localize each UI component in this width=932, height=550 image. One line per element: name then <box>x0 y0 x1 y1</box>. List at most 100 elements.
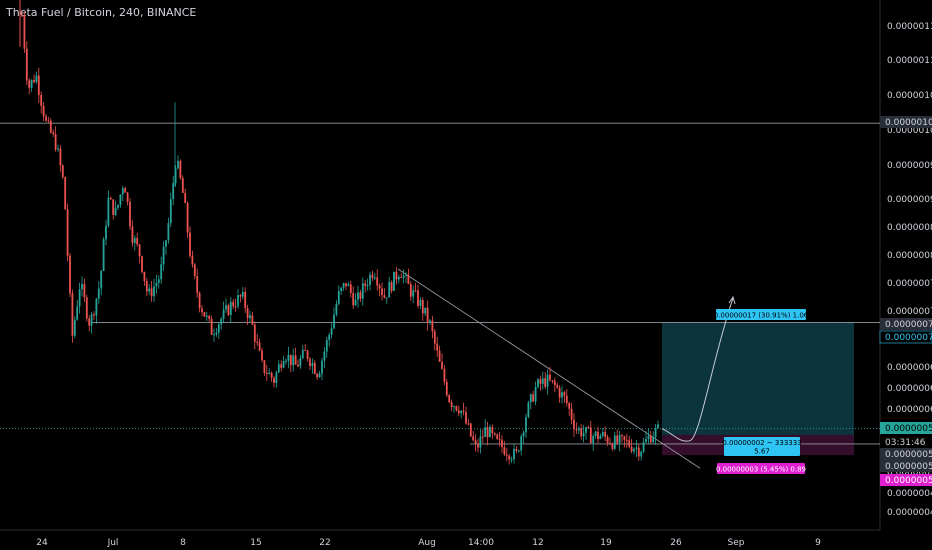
candle-body <box>455 406 458 411</box>
price-badge-label: 0.00000072 <box>885 320 932 330</box>
candle-body <box>549 374 551 381</box>
candle-body <box>467 423 470 425</box>
candle-body <box>119 194 122 205</box>
candle-body <box>515 448 518 451</box>
candle-body <box>517 450 520 452</box>
candle-body <box>179 160 182 179</box>
candle-body <box>441 361 443 369</box>
candle-body <box>205 315 208 317</box>
candle-body <box>306 350 309 359</box>
candle-body <box>537 379 539 387</box>
price-badge <box>880 460 932 472</box>
x-tick-label: 15 <box>250 538 261 548</box>
candle-body <box>198 292 201 309</box>
candle-body <box>270 372 273 378</box>
candle-body <box>117 204 119 208</box>
candle-body <box>395 271 398 280</box>
candle-body <box>189 232 191 256</box>
candle-body <box>165 240 167 247</box>
candle-body <box>522 432 525 437</box>
entry-label-box <box>724 437 800 456</box>
candle-body <box>304 349 307 351</box>
candle-body <box>138 244 141 257</box>
candle-body <box>100 270 103 289</box>
stop-label: 0.00000003 (5.45%) 0.89 <box>716 466 806 474</box>
y-tick-label: 0.00000045 <box>887 508 932 518</box>
candle-body <box>220 318 223 325</box>
candle-body <box>201 308 203 313</box>
candle-body <box>501 439 503 448</box>
candle-body <box>409 283 412 297</box>
candle-body <box>561 392 563 398</box>
price-badge <box>880 422 932 434</box>
candle-body <box>131 226 134 243</box>
price-badge-label: 0.00000057 <box>885 476 932 486</box>
candle-body <box>582 432 585 437</box>
candle-body <box>246 308 249 319</box>
y-tick-label: 0.00000086 <box>887 223 932 233</box>
candle-body <box>234 306 237 308</box>
candle-body <box>527 402 530 417</box>
candle-body <box>369 274 371 286</box>
candle-body <box>388 282 391 298</box>
price-badge-label: 0.00000057 <box>885 424 932 434</box>
candle-body <box>609 442 611 444</box>
candle-body <box>472 436 475 441</box>
candle-body <box>460 410 463 414</box>
candle-body <box>539 379 542 384</box>
candle-body <box>244 291 247 309</box>
candle-body <box>450 402 453 408</box>
candle-body <box>625 439 628 441</box>
candle-body <box>347 284 350 287</box>
candle-body <box>604 432 607 437</box>
candle-body <box>287 354 290 361</box>
candle-body <box>76 306 79 320</box>
candle-body <box>294 355 297 365</box>
candle-body <box>613 435 616 449</box>
candle-body <box>40 95 43 106</box>
candle-body <box>261 350 263 361</box>
candle-body <box>285 360 287 362</box>
candle-body <box>42 105 45 117</box>
candle-body <box>405 274 407 276</box>
candle-body <box>508 455 511 460</box>
y-tick-label: 0.00000074 <box>887 307 932 317</box>
candles <box>21 10 659 465</box>
price-badge-label: 0.00000054 <box>885 462 932 472</box>
candle-body <box>213 334 215 336</box>
candle-body <box>469 423 472 437</box>
candle-body <box>145 281 148 292</box>
candle-body <box>162 246 165 265</box>
candle-body <box>105 225 107 240</box>
candle-body <box>69 255 71 294</box>
target-label-box <box>716 309 806 320</box>
candle-body <box>88 318 91 326</box>
x-tick-label: Jul <box>107 538 119 548</box>
price-badge <box>880 318 932 330</box>
target-zone <box>662 322 854 435</box>
candle-body <box>352 292 355 306</box>
candle-body <box>354 299 357 306</box>
candle-body <box>546 374 549 387</box>
candle-body <box>587 427 590 429</box>
candle-body <box>381 288 383 296</box>
candle-body <box>191 255 194 265</box>
candle-body <box>126 192 129 202</box>
candle-body <box>570 408 573 420</box>
candle-body <box>553 380 556 385</box>
candle-body <box>544 378 547 387</box>
candle-body <box>237 295 239 307</box>
candle-body <box>431 320 434 332</box>
candle-body <box>59 148 62 166</box>
candle-body <box>45 116 47 121</box>
candle-body <box>124 188 127 193</box>
candle-body <box>90 314 93 326</box>
candle-body <box>433 331 436 344</box>
candle-body <box>359 292 362 299</box>
candle-body <box>292 355 295 366</box>
candle-body <box>498 438 501 440</box>
candle-body <box>585 427 587 433</box>
price-badge <box>880 116 932 128</box>
candle-body <box>73 319 76 336</box>
